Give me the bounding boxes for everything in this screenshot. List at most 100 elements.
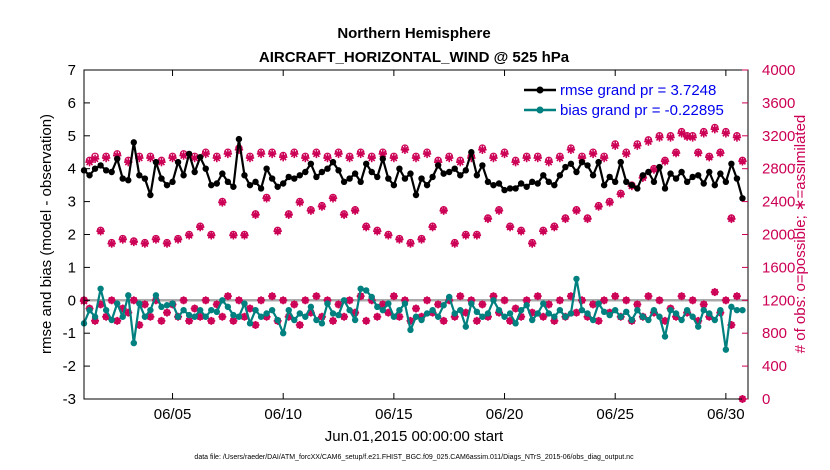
bias-data-point xyxy=(517,306,525,314)
obs-star-stroke xyxy=(512,305,519,312)
rmse-data-point xyxy=(639,172,647,179)
obs-assimilated-point xyxy=(168,153,177,163)
obs-star-stroke xyxy=(218,313,226,321)
obs-assimilated-point xyxy=(428,222,437,232)
obs-assimilated-point xyxy=(716,148,725,158)
obs-star-stroke xyxy=(462,309,470,317)
obs-star-stroke xyxy=(622,150,630,158)
bias-data-point xyxy=(423,310,431,317)
rmse-data-point xyxy=(722,178,730,186)
y-axis-right: 0 400 800 1200 1600 2000 2400 2800 3200 3600 4000 xyxy=(742,62,795,408)
obs-star-stroke xyxy=(622,296,630,304)
x-axis: 06/05 06/10 06/15 06/20 06/25 06/30 xyxy=(154,70,745,423)
obs-assimilated-point xyxy=(240,231,249,240)
obs-star-stroke xyxy=(401,146,409,154)
obs-star-stroke xyxy=(158,317,165,325)
bias-data-point xyxy=(174,313,182,320)
rmse-data-point xyxy=(717,170,724,177)
obs-assimilated-point xyxy=(129,296,138,305)
obs-star-stroke xyxy=(296,321,304,329)
rmse-data-point xyxy=(733,175,741,182)
obs-assimilated-point xyxy=(583,214,592,224)
obs-assimilated-point xyxy=(129,237,138,247)
bias-data-point xyxy=(717,306,724,314)
y-right-tick-label: 2400 xyxy=(762,194,795,211)
rmse-data-point xyxy=(600,181,608,189)
y-tick-label: 1 xyxy=(68,259,76,276)
rmse-data-point xyxy=(141,175,149,182)
obs-star-stroke xyxy=(473,317,481,325)
legend-rmse-marker xyxy=(536,86,544,94)
obs-assimilated-point xyxy=(411,153,421,163)
y-right-tick-label: 3200 xyxy=(762,128,795,145)
rmse-data-point xyxy=(274,183,281,190)
bias-data-point xyxy=(158,303,165,311)
rmse-data-point xyxy=(429,173,436,181)
obs-star-stroke xyxy=(606,198,614,206)
bias-data-point xyxy=(241,300,248,307)
rmse-data-point xyxy=(551,181,558,189)
obs-assimilated-point xyxy=(257,296,266,305)
obs-assimilated-point xyxy=(688,296,697,305)
rmse-data-point xyxy=(174,158,182,166)
data-file-footnote: data file: /Users/raeder/DAI/ATM_forcXX/… xyxy=(194,454,634,461)
bias-data-point xyxy=(97,285,104,292)
y-tick-label: -3 xyxy=(63,391,76,408)
obs-star-stroke xyxy=(556,296,564,304)
obs-star-stroke xyxy=(528,240,536,248)
obs-star-stroke xyxy=(534,154,542,162)
rmse-data-point xyxy=(169,178,176,186)
bias-data-point xyxy=(230,311,237,319)
obs-star-stroke xyxy=(611,142,619,150)
bias-data-point xyxy=(567,310,575,317)
bias-data-point xyxy=(136,300,143,307)
obs-star-stroke xyxy=(517,313,525,321)
rmse-data-point xyxy=(86,172,93,179)
obs-assimilated-point xyxy=(384,231,393,240)
rmse-data-point xyxy=(335,167,342,174)
obs-star-stroke xyxy=(434,301,442,308)
obs-star-stroke xyxy=(534,292,542,300)
obs-assimilated-point xyxy=(246,304,254,313)
obs-assimilated-point xyxy=(544,157,553,167)
obs-star-stroke xyxy=(168,154,177,162)
obs-assimilated-point xyxy=(312,149,321,159)
obs-assimilated-point xyxy=(511,304,520,313)
rmse-data-point xyxy=(706,168,713,176)
rmse-data-point xyxy=(645,168,652,176)
obs-star-stroke xyxy=(633,142,641,150)
chart-subtitle: AIRCRAFT_HORIZONTAL_WIND @ 525 hPa xyxy=(259,49,570,66)
rmse-data-point xyxy=(540,172,547,179)
obs-star-stroke xyxy=(484,215,492,223)
obs-star-stroke xyxy=(678,292,685,300)
obs-star-stroke xyxy=(722,296,730,304)
obs-assimilated-point xyxy=(334,149,343,159)
obs-assimilated-point xyxy=(472,316,481,325)
obs-assimilated-point xyxy=(732,133,742,142)
obs-assimilated-point xyxy=(533,292,542,301)
rmse-data-point xyxy=(147,191,154,199)
obs-assimilated-point xyxy=(439,206,448,215)
obs-star-stroke xyxy=(733,292,741,300)
obs-assimilated-point xyxy=(533,153,542,163)
rmse-data-point xyxy=(302,168,309,176)
rmse-data-point xyxy=(506,185,514,192)
bias-data-point xyxy=(473,308,481,316)
bias-data-point xyxy=(224,303,232,311)
obs-assimilated-point xyxy=(229,231,238,240)
bias-data-point xyxy=(307,303,315,311)
obs-star-stroke xyxy=(451,240,459,248)
obs-star-stroke xyxy=(611,292,619,300)
rmse-data-point xyxy=(119,175,126,182)
rmse-data-point xyxy=(529,178,536,186)
obs-star-stroke xyxy=(412,154,420,162)
obs-assimilated-point xyxy=(184,231,194,240)
bias-data-point xyxy=(291,316,298,324)
obs-star-stroke xyxy=(479,301,486,308)
obs-star-stroke xyxy=(711,125,719,133)
bias-data-point xyxy=(457,306,464,314)
bias-data-point xyxy=(346,306,353,314)
bias-data-point xyxy=(534,310,541,317)
obs-star-stroke xyxy=(456,292,464,300)
obs-star-stroke xyxy=(478,146,486,154)
